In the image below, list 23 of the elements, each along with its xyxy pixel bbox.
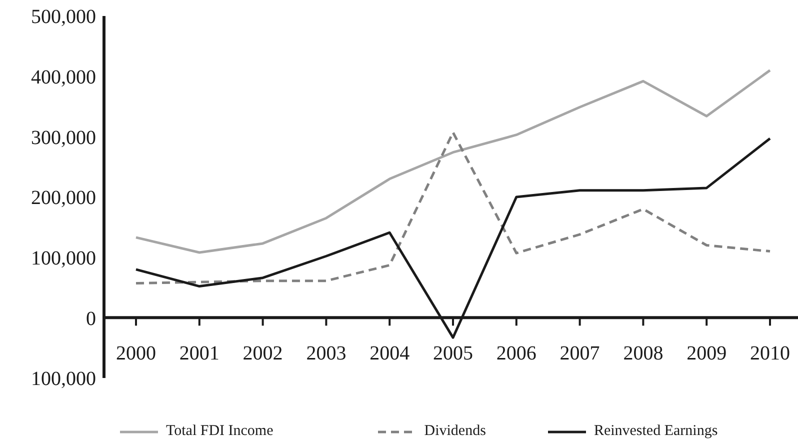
x-tick-label: 2005 <box>433 342 473 365</box>
legend-label: Reinvested Earnings <box>594 423 718 440</box>
x-tick-label: 2000 <box>116 342 156 365</box>
x-tick-label: 2007 <box>560 342 600 365</box>
legend-label: Dividends <box>424 423 486 440</box>
y-tick-label: 0 <box>86 308 96 330</box>
x-tick-label: 2009 <box>686 342 727 365</box>
x-tick-label: 2003 <box>306 342 346 365</box>
line-series <box>134 131 772 285</box>
x-tick-label: 2001 <box>179 342 220 365</box>
y-tick-label: 100,000 <box>31 247 96 270</box>
x-tick-label: 2006 <box>496 342 536 365</box>
y-tick-label: 200,000 <box>31 187 96 210</box>
x-tick-label: 2004 <box>370 342 410 365</box>
x-tick-label: 2008 <box>623 342 664 365</box>
line-series <box>134 69 772 254</box>
y-tick-label: 500,000 <box>31 6 96 28</box>
y-tick-label: 400,000 <box>31 66 96 88</box>
y-tick-label: 100,000 <box>31 368 96 390</box>
x-tick-label: 2002 <box>242 342 283 365</box>
y-tick-label: 300,000 <box>31 126 96 149</box>
x-tick-label: 2010 <box>750 342 790 365</box>
legend-label: Total FDI Income <box>166 423 274 440</box>
